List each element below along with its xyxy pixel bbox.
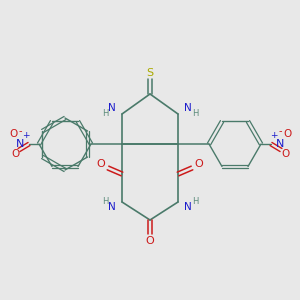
Text: N: N bbox=[276, 139, 284, 149]
Text: O: O bbox=[146, 236, 154, 246]
Text: O: O bbox=[11, 149, 19, 159]
Text: N: N bbox=[108, 103, 116, 113]
Text: +: + bbox=[22, 130, 30, 140]
Text: O: O bbox=[283, 129, 291, 139]
Text: N: N bbox=[184, 103, 192, 113]
Text: H: H bbox=[102, 196, 108, 206]
Text: N: N bbox=[184, 202, 192, 212]
Text: O: O bbox=[97, 159, 105, 169]
Text: H: H bbox=[192, 196, 198, 206]
Text: S: S bbox=[146, 68, 154, 78]
Text: H: H bbox=[102, 109, 108, 118]
Text: +: + bbox=[270, 130, 278, 140]
Text: -: - bbox=[278, 126, 282, 136]
Text: N: N bbox=[16, 139, 24, 149]
Text: O: O bbox=[9, 129, 17, 139]
Text: -: - bbox=[18, 126, 22, 136]
Text: N: N bbox=[108, 202, 116, 212]
Text: O: O bbox=[195, 159, 203, 169]
Text: H: H bbox=[192, 109, 198, 118]
Text: O: O bbox=[281, 149, 289, 159]
